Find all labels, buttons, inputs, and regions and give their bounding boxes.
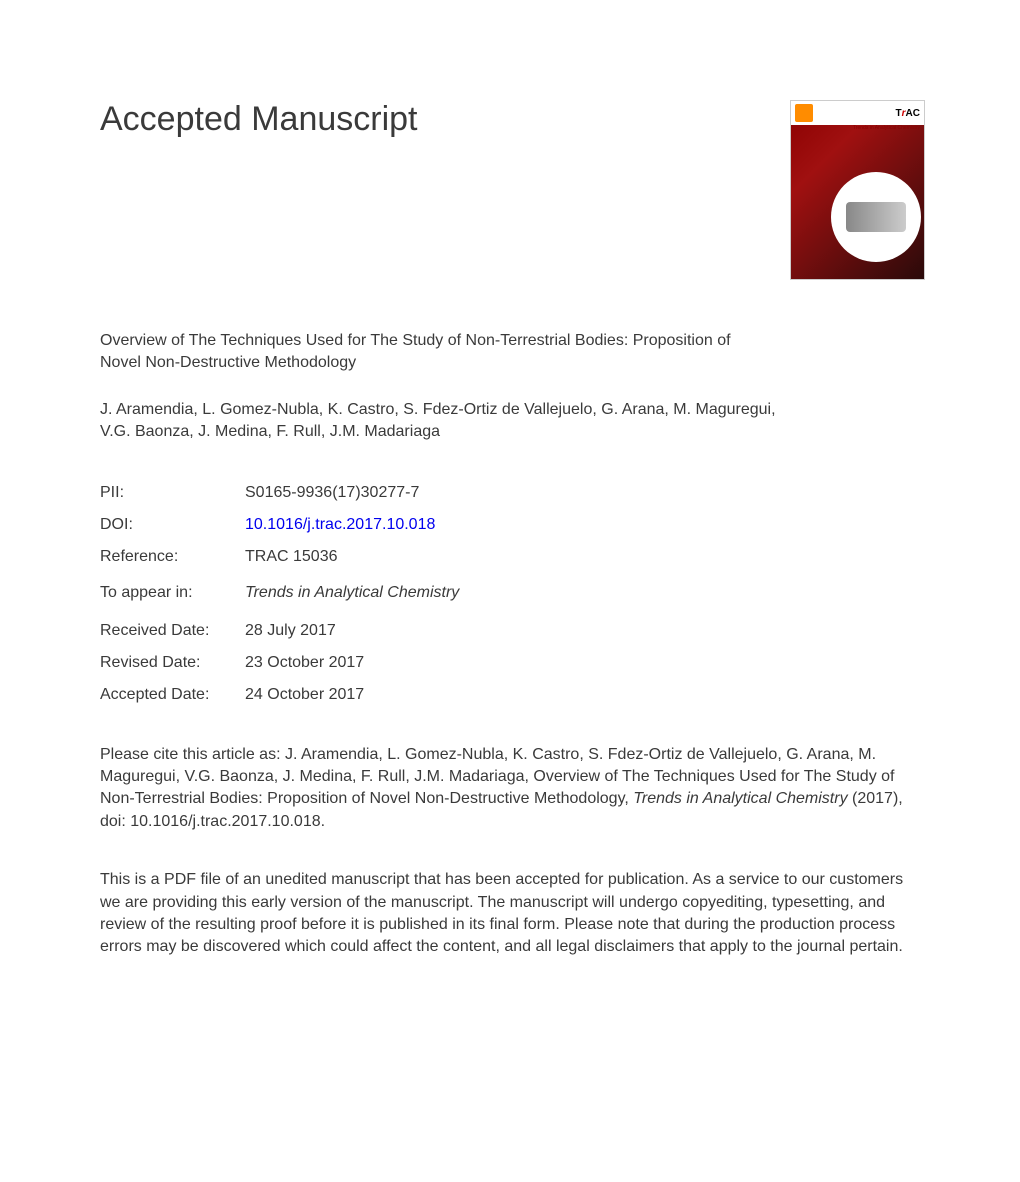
meta-row-reference: Reference: TRAC 15036	[100, 548, 925, 566]
elsevier-logo-icon	[795, 104, 813, 122]
header-row: Accepted Manuscript TrAC Trends in Analy…	[100, 100, 925, 280]
disclaimer-text: This is a PDF file of an unedited manusc…	[100, 869, 920, 959]
date-label: Accepted Date:	[100, 686, 245, 704]
cover-graphic-circle	[831, 172, 921, 262]
meta-row-appear: To appear in: Trends in Analytical Chemi…	[100, 584, 925, 602]
authors-list: J. Aramendia, L. Gomez-Nubla, K. Castro,…	[100, 399, 780, 444]
date-value: 24 October 2017	[245, 686, 364, 704]
meta-row-pii: PII: S0165-9936(17)30277-7	[100, 484, 925, 502]
date-label: Received Date:	[100, 622, 245, 640]
date-label: Revised Date:	[100, 654, 245, 672]
date-row-received: Received Date: 28 July 2017	[100, 622, 925, 640]
metadata-table: PII: S0165-9936(17)30277-7 DOI: 10.1016/…	[100, 484, 925, 602]
meta-value: TRAC 15036	[245, 548, 338, 566]
doi-link[interactable]: 10.1016/j.trac.2017.10.018	[245, 516, 435, 534]
date-row-accepted: Accepted Date: 24 October 2017	[100, 686, 925, 704]
dates-table: Received Date: 28 July 2017 Revised Date…	[100, 622, 925, 704]
date-row-revised: Revised Date: 23 October 2017	[100, 654, 925, 672]
meta-row-doi: DOI: 10.1016/j.trac.2017.10.018	[100, 516, 925, 534]
journal-cover-subtitle: Trends in Analytical Chemistry	[853, 125, 920, 131]
page-title: Accepted Manuscript	[100, 100, 418, 139]
date-value: 23 October 2017	[245, 654, 364, 672]
meta-label: DOI:	[100, 516, 245, 534]
meta-value-journal: Trends in Analytical Chemistry	[245, 584, 459, 602]
journal-logo-text: TrAC	[896, 108, 920, 119]
meta-value: S0165-9936(17)30277-7	[245, 484, 419, 502]
meta-label: Reference:	[100, 548, 245, 566]
meta-label: To appear in:	[100, 584, 245, 602]
citation-text: Please cite this article as: J. Aramendi…	[100, 744, 910, 834]
journal-cover-thumbnail: TrAC Trends in Analytical Chemistry	[790, 100, 925, 280]
article-title: Overview of The Techniques Used for The …	[100, 330, 760, 375]
meta-label: PII:	[100, 484, 245, 502]
cover-header: TrAC	[791, 101, 924, 125]
date-value: 28 July 2017	[245, 622, 336, 640]
citation-journal: Trends in Analytical Chemistry	[633, 790, 847, 807]
cover-graphic-inner	[846, 202, 906, 232]
